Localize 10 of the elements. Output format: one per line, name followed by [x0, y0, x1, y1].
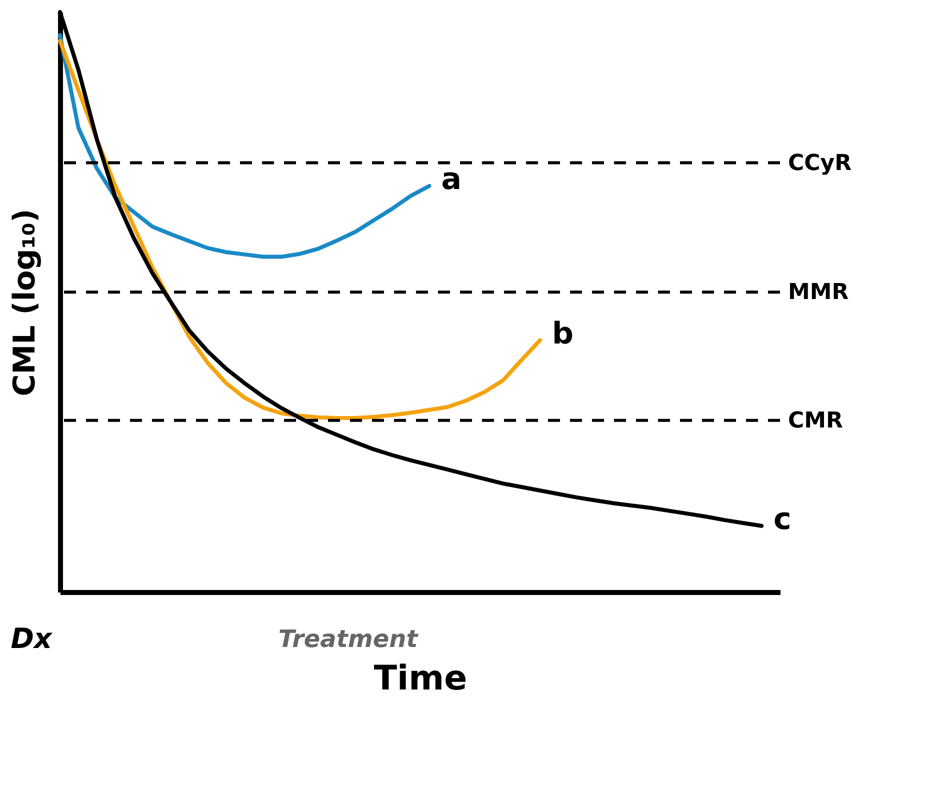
x-axis-title: Time [374, 658, 468, 698]
text: Dx [10, 622, 53, 655]
text: Treatment [278, 625, 420, 653]
series-label: c [774, 502, 792, 537]
ref-line-label: CMR [788, 408, 844, 434]
ref-line-label: CCyR [788, 150, 852, 176]
ref-line-label: MMR [788, 280, 849, 306]
series-label: b [552, 316, 574, 352]
series-label: a [441, 162, 462, 197]
y-axis-title: CML (log₁₀) [8, 208, 42, 396]
